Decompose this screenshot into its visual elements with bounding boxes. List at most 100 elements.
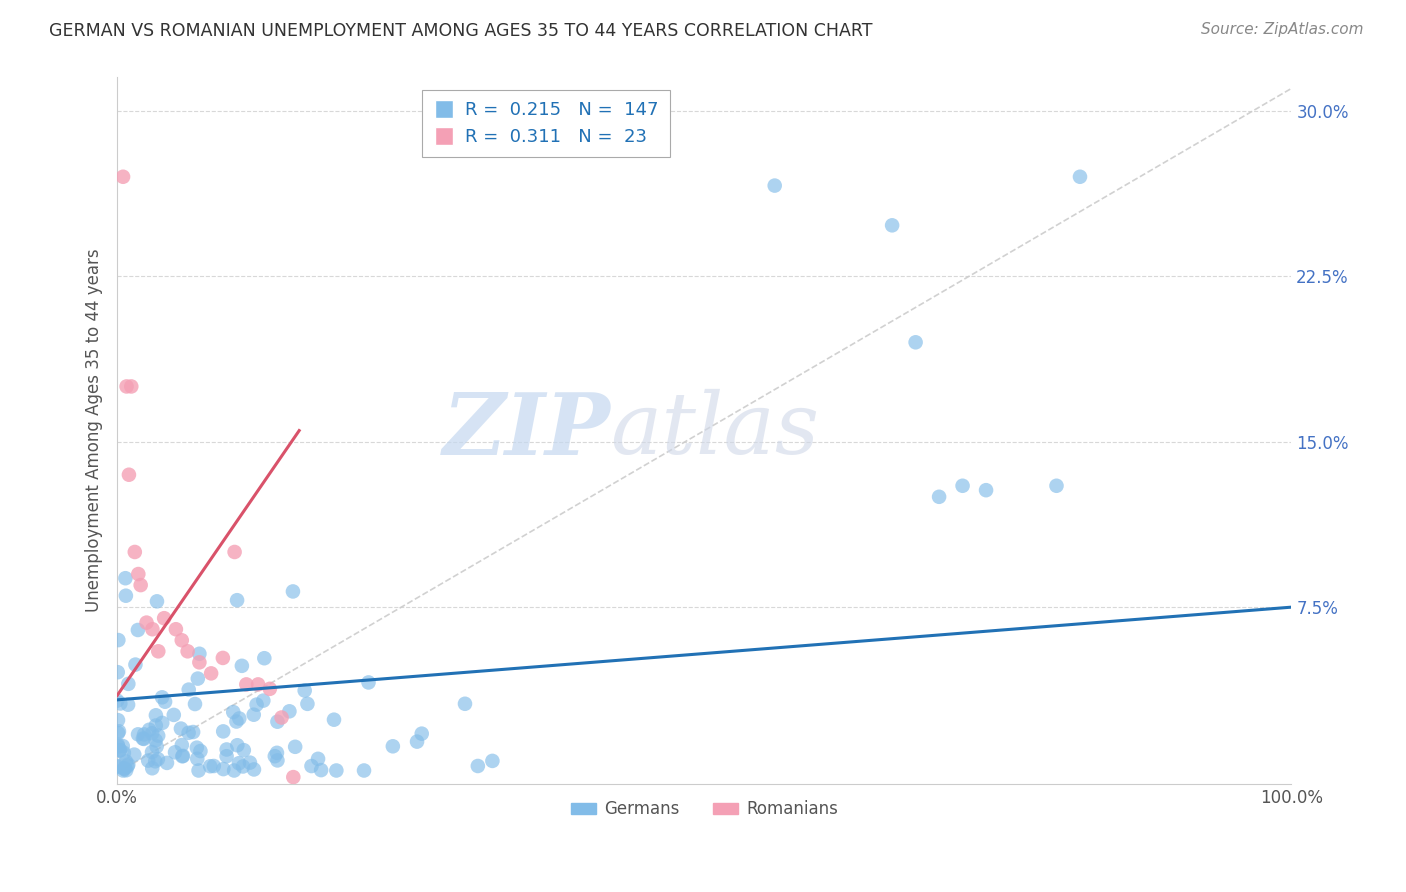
Point (117, 759, 139, 773)
Point (325, 764, 347, 778)
Point (187, 672, 209, 686)
Point (266, 753, 288, 767)
Y-axis label: Unemployment Among Ages 35 to 44 years: Unemployment Among Ages 35 to 44 years (86, 249, 103, 613)
Point (120, 379, 142, 393)
Point (127, 567, 149, 582)
Point (1069, 169, 1091, 184)
Point (283, 770, 305, 784)
Point (132, 731, 155, 746)
Point (226, 738, 249, 752)
Point (202, 759, 225, 773)
Point (235, 677, 257, 691)
Point (115, 379, 138, 393)
Point (186, 752, 208, 766)
Point (952, 479, 974, 493)
Point (215, 749, 238, 764)
Point (186, 740, 208, 755)
Point (974, 483, 997, 498)
Point (904, 335, 927, 350)
Point (146, 594, 169, 608)
Text: atlas: atlas (610, 389, 820, 472)
Point (301, 759, 323, 773)
Point (141, 761, 163, 775)
Point (141, 622, 163, 636)
Point (122, 747, 145, 762)
Point (145, 739, 167, 754)
Point (148, 729, 170, 743)
Point (188, 647, 211, 661)
Point (118, 467, 141, 482)
Point (226, 593, 249, 607)
Point (114, 761, 136, 775)
Point (357, 675, 380, 690)
Point (108, 743, 131, 757)
Point (150, 690, 173, 705)
Point (278, 704, 301, 718)
Point (212, 651, 235, 665)
Point (481, 754, 503, 768)
Point (307, 752, 329, 766)
Point (114, 571, 136, 585)
Point (150, 715, 173, 730)
Point (148, 644, 170, 658)
Point (105, 759, 128, 773)
Point (228, 711, 250, 725)
Point (184, 697, 207, 711)
Point (198, 759, 221, 773)
Point (176, 644, 198, 658)
Point (132, 731, 155, 746)
Point (170, 722, 193, 736)
Point (129, 578, 152, 592)
Point (411, 726, 433, 740)
Point (117, 698, 139, 712)
Point (141, 726, 163, 740)
Point (163, 745, 186, 759)
Point (115, 755, 138, 769)
Point (143, 754, 166, 768)
Point (107, 739, 129, 754)
Point (232, 743, 254, 757)
Point (163, 707, 186, 722)
Point (107, 759, 129, 773)
Point (136, 754, 159, 768)
Point (156, 756, 179, 770)
Point (188, 656, 211, 670)
Point (200, 666, 222, 681)
Point (247, 677, 270, 691)
Point (253, 651, 276, 665)
Point (242, 707, 264, 722)
Point (928, 490, 950, 504)
Point (135, 615, 157, 630)
Point (187, 764, 209, 778)
Point (177, 726, 200, 740)
Point (117, 677, 139, 691)
Point (107, 633, 129, 648)
Point (181, 725, 204, 739)
Point (882, 219, 904, 233)
Point (222, 705, 245, 719)
Point (107, 665, 129, 680)
Point (309, 763, 332, 777)
Point (381, 739, 404, 754)
Point (111, 739, 134, 753)
Point (153, 611, 176, 625)
Point (117, 757, 139, 772)
Point (228, 756, 250, 771)
Point (454, 697, 477, 711)
Point (146, 752, 169, 766)
Point (224, 764, 246, 778)
Point (115, 764, 138, 778)
Point (110, 697, 132, 711)
Point (108, 743, 131, 757)
Point (124, 545, 146, 559)
Point (245, 698, 267, 712)
Point (467, 759, 489, 773)
Point (323, 713, 346, 727)
Point (243, 763, 266, 777)
Point (212, 724, 235, 739)
Point (115, 589, 138, 603)
Point (266, 714, 288, 729)
Point (252, 693, 274, 707)
Point (132, 727, 155, 741)
Point (284, 739, 307, 754)
